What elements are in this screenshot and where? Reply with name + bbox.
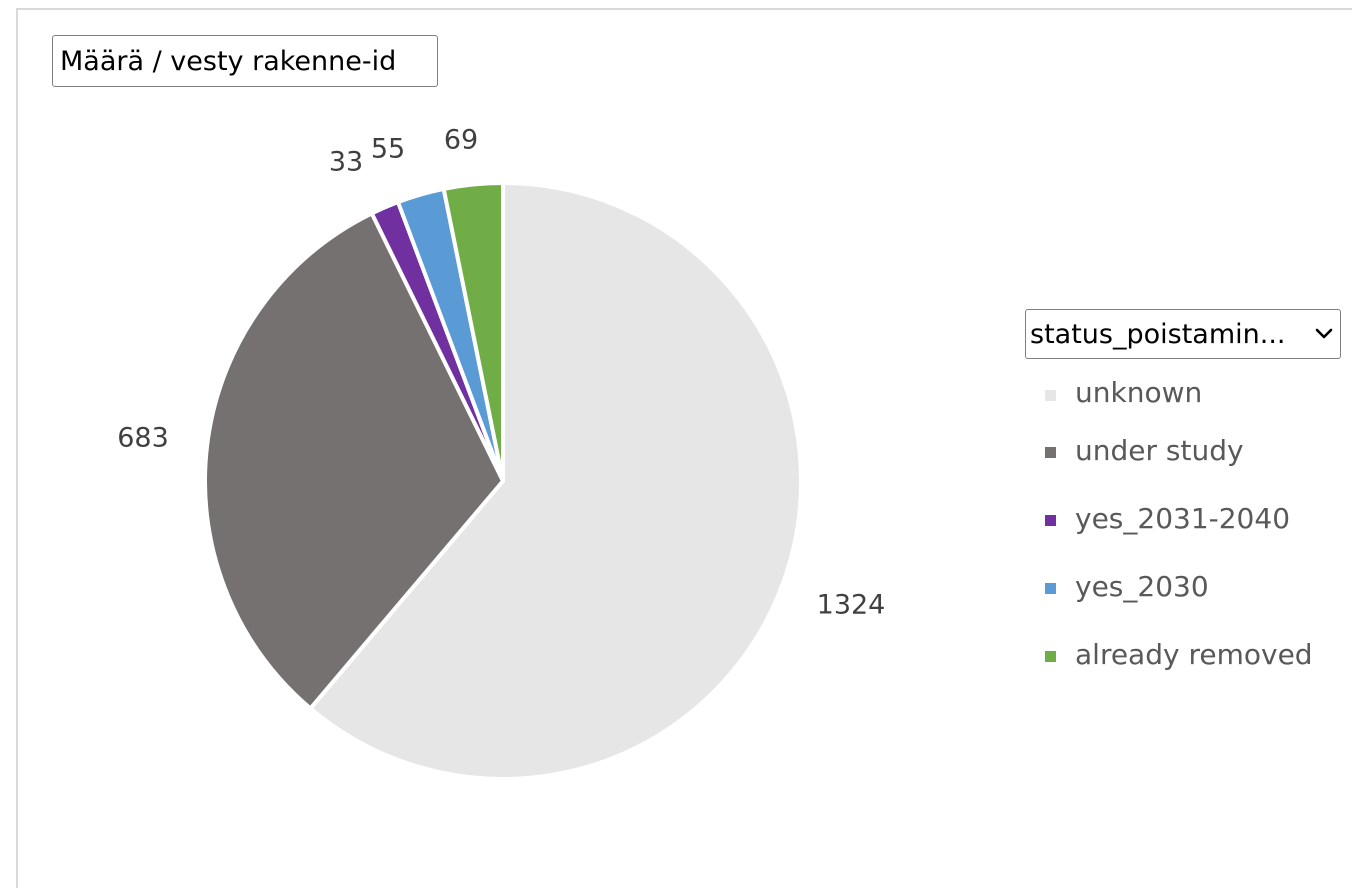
legend-label: already removed: [1075, 637, 1313, 671]
data-label: 69: [444, 125, 478, 156]
category-field-label: status_poistamin...: [1030, 318, 1286, 350]
legend-item[interactable]: yes_2031-2040: [1042, 484, 1313, 552]
value-field-button[interactable]: Määrä / vesty rakenne-id: [52, 35, 438, 87]
legend-item[interactable]: yes_2030: [1042, 552, 1313, 620]
legend-swatch: [1045, 651, 1056, 662]
legend-label: yes_2030: [1075, 569, 1209, 603]
chevron-down-icon[interactable]: [1308, 318, 1340, 350]
data-label: 33: [329, 147, 363, 178]
chart-area: [16, 8, 1352, 888]
data-labels: 1324 683 33 55 69: [117, 125, 885, 621]
legend-swatch: [1045, 515, 1056, 526]
legend-swatch: [1045, 447, 1056, 458]
pie-slice-unknown[interactable]: [308, 181, 803, 781]
legend-item[interactable]: under study: [1042, 416, 1313, 484]
category-field-button[interactable]: status_poistamin...: [1025, 309, 1341, 359]
legend-label: unknown: [1075, 376, 1203, 409]
legend-swatch: [1045, 583, 1056, 594]
data-label: 683: [117, 423, 169, 454]
legend-label: yes_2031-2040: [1075, 501, 1291, 535]
legend-label: under study: [1075, 433, 1244, 467]
pie-slice-under-study[interactable]: [203, 211, 505, 711]
legend-swatch: [1045, 389, 1056, 401]
legend-item[interactable]: unknown: [1042, 369, 1313, 416]
data-label: 1324: [817, 590, 886, 621]
value-field-label: Määrä / vesty rakenne-id: [60, 45, 397, 77]
pie-slice-already-removed[interactable]: [441, 181, 505, 483]
legend-item[interactable]: already removed: [1042, 620, 1313, 688]
pie-slices: [203, 181, 803, 781]
legend: unknown under study yes_2031-2040 yes_20…: [1042, 369, 1313, 688]
data-label: 55: [371, 134, 405, 165]
